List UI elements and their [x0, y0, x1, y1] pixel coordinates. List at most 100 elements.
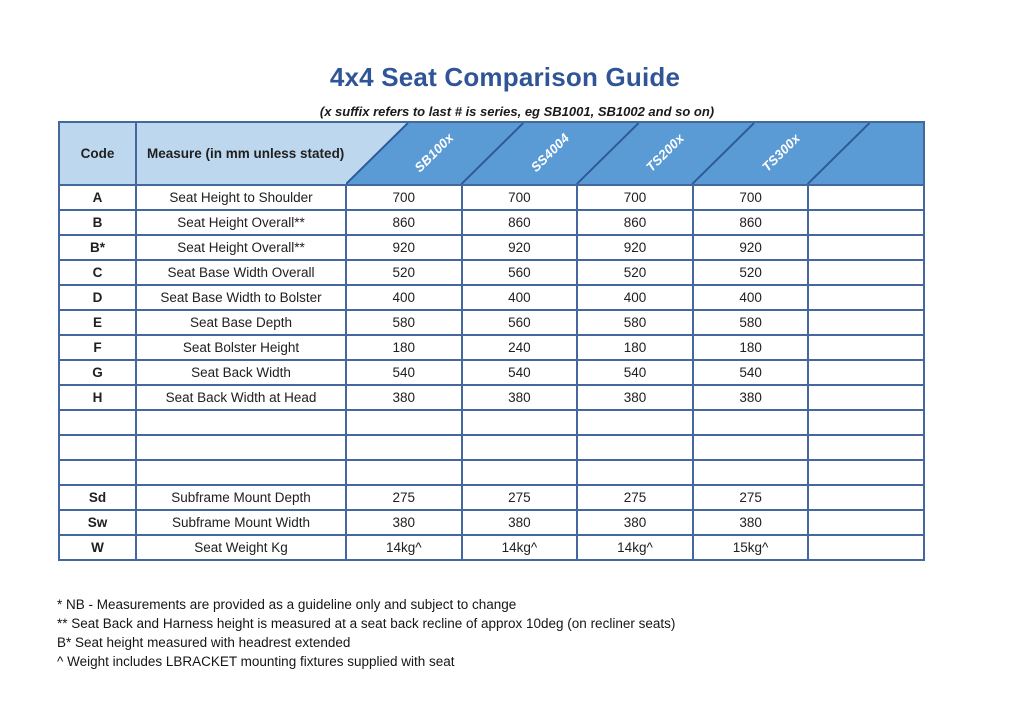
code-cell: Sw	[58, 509, 137, 536]
diagonal-dividers-graphic	[346, 124, 870, 183]
value-cell: 380	[576, 509, 694, 536]
value-cell: 520	[576, 259, 694, 286]
table-row: W Seat Weight Kg 14kg^ 14kg^ 14kg^ 15kg^	[58, 534, 926, 561]
value-cell: 14kg^	[345, 534, 463, 561]
value-cell	[345, 434, 463, 461]
footnote: ^ Weight includes LBRACKET mounting fixt…	[57, 654, 455, 669]
value-cell: 275	[460, 484, 579, 511]
measure-cell	[135, 459, 347, 486]
value-cell	[807, 459, 926, 486]
value-cell	[691, 459, 810, 486]
product-column-labels: SB100x SS4004 TS200x TS300x	[346, 124, 922, 183]
measure-cell: Seat Base Depth	[135, 309, 347, 336]
measure-cell: Seat Height Overall**	[135, 234, 347, 261]
value-cell: 540	[345, 359, 463, 386]
footnote: B* Seat height measured with headrest ex…	[57, 635, 351, 650]
table-row: C Seat Base Width Overall 520 560 520 520	[58, 259, 926, 286]
value-cell: 700	[576, 184, 694, 211]
code-cell: W	[58, 534, 137, 561]
value-cell: 275	[345, 484, 463, 511]
table-row: Sw Subframe Mount Width 380 380 380 380	[58, 509, 926, 536]
table-row: H Seat Back Width at Head 380 380 380 380	[58, 384, 926, 411]
value-cell: 275	[576, 484, 694, 511]
footnote: * NB - Measurements are provided as a gu…	[57, 597, 517, 612]
value-cell: 240	[460, 334, 579, 361]
value-cell: 380	[691, 509, 810, 536]
page-title: 4x4 Seat Comparison Guide	[329, 62, 681, 92]
value-cell	[807, 284, 926, 311]
footnotes: * NB - Measurements are provided as a gu…	[57, 597, 957, 674]
table-row: Sd Subframe Mount Depth 275 275 275 275	[58, 484, 926, 511]
value-cell	[807, 334, 926, 361]
value-cell: 380	[460, 509, 579, 536]
product-column-label: TS200x	[643, 130, 688, 175]
value-cell: 580	[345, 309, 463, 336]
product-column-label: SS4004	[527, 130, 572, 175]
value-cell: 180	[691, 334, 810, 361]
table-row: B Seat Height Overall** 860 860 860 860	[58, 209, 926, 236]
value-cell	[807, 534, 926, 561]
value-cell: 520	[345, 259, 463, 286]
value-cell	[460, 459, 579, 486]
table-row: B* Seat Height Overall** 920 920 920 920	[58, 234, 926, 261]
value-cell	[576, 409, 694, 436]
table-row: F Seat Bolster Height 180 240 180 180	[58, 334, 926, 361]
value-cell	[807, 184, 926, 211]
value-cell	[807, 309, 926, 336]
table-row: E Seat Base Depth 580 560 580 580	[58, 309, 926, 336]
value-cell: 920	[345, 234, 463, 261]
value-cell: 380	[691, 384, 810, 411]
value-cell: 860	[576, 209, 694, 236]
table-row	[58, 434, 926, 461]
comparison-table: Code Measure (in mm unless stated) SB100…	[58, 121, 926, 561]
value-cell	[807, 209, 926, 236]
value-cell: 380	[576, 384, 694, 411]
code-cell: F	[58, 334, 137, 361]
value-cell	[576, 434, 694, 461]
measure-cell: Subframe Mount Depth	[135, 484, 347, 511]
product-header-band: SB100x SS4004 TS200x TS300x	[346, 121, 926, 186]
value-cell: 180	[345, 334, 463, 361]
measure-cell	[135, 434, 347, 461]
measure-cell: Seat Base Width Overall	[135, 259, 347, 286]
code-cell	[58, 409, 137, 436]
code-cell: E	[58, 309, 137, 336]
value-cell: 520	[691, 259, 810, 286]
value-cell: 180	[576, 334, 694, 361]
header-row: Code Measure (in mm unless stated) SB100…	[58, 121, 926, 186]
value-cell: 560	[460, 309, 579, 336]
table-row	[58, 459, 926, 486]
measure-cell: Seat Back Width at Head	[135, 384, 347, 411]
code-cell: H	[58, 384, 137, 411]
code-cell: G	[58, 359, 137, 386]
code-cell: C	[58, 259, 137, 286]
page-subtitle: (x suffix refers to last # is series, eg…	[319, 104, 715, 119]
value-cell: 920	[460, 234, 579, 261]
value-cell: 920	[576, 234, 694, 261]
value-cell	[807, 384, 926, 411]
value-cell: 15kg^	[691, 534, 810, 561]
value-cell	[807, 359, 926, 386]
table-row: A Seat Height to Shoulder 700 700 700 700	[58, 184, 926, 211]
value-cell: 400	[691, 284, 810, 311]
value-cell	[345, 459, 463, 486]
value-cell: 580	[691, 309, 810, 336]
value-cell	[460, 409, 579, 436]
code-cell	[58, 459, 137, 486]
value-cell: 860	[691, 209, 810, 236]
value-cell: 14kg^	[576, 534, 694, 561]
value-cell: 14kg^	[460, 534, 579, 561]
value-cell: 380	[345, 509, 463, 536]
value-cell: 380	[460, 384, 579, 411]
value-cell: 920	[691, 234, 810, 261]
value-cell: 275	[691, 484, 810, 511]
value-cell	[807, 259, 926, 286]
measure-cell: Seat Bolster Height	[135, 334, 347, 361]
footnote: ** Seat Back and Harness height is measu…	[57, 616, 676, 631]
value-cell: 700	[691, 184, 810, 211]
code-cell: A	[58, 184, 137, 211]
code-cell: D	[58, 284, 137, 311]
value-cell: 860	[345, 209, 463, 236]
product-column-label: TS300x	[758, 130, 803, 175]
